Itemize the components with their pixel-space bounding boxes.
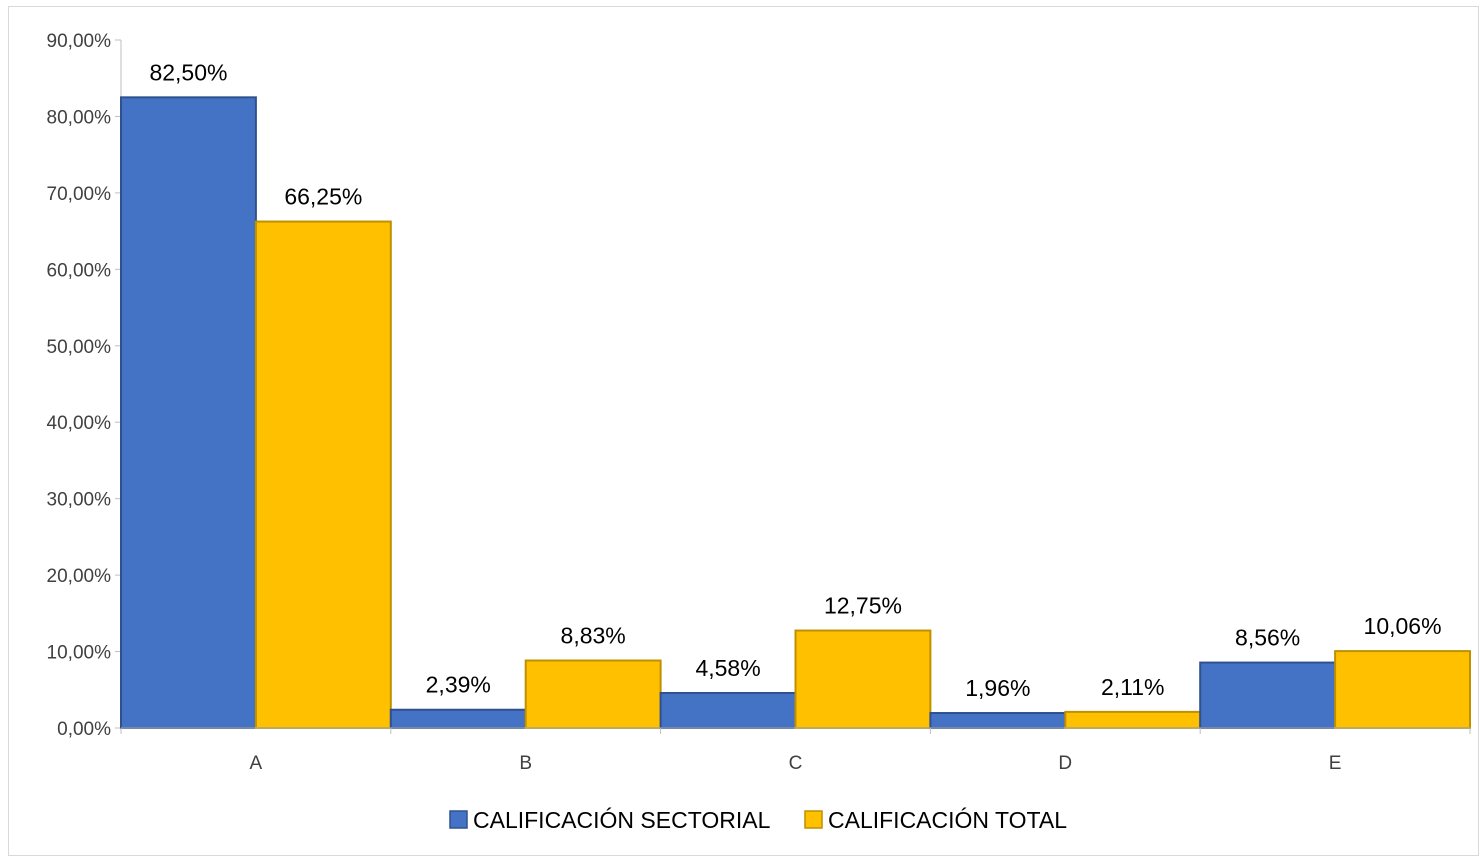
y-tick-label: 20,00%	[47, 566, 112, 587]
legend-label: CALIFICACIÓN SECTORIAL	[473, 807, 771, 833]
bar	[659, 691, 797, 730]
x-category-label: E	[1329, 753, 1342, 774]
data-label: 8,56%	[1235, 625, 1300, 651]
y-tick-label: 70,00%	[47, 184, 112, 205]
data-label: 12,75%	[824, 593, 902, 619]
bar	[1064, 710, 1202, 730]
data-label: 2,11%	[1101, 674, 1165, 700]
data-label: 66,25%	[284, 184, 362, 210]
y-tick-label: 10,00%	[47, 643, 112, 664]
legend-label: CALIFICACIÓN TOTAL	[828, 807, 1067, 833]
y-tick-label: 80,00%	[47, 107, 112, 128]
y-tick-label: 0,00%	[57, 719, 111, 740]
y-tick-label: 40,00%	[47, 413, 112, 434]
x-category-label: C	[789, 753, 803, 774]
legend: CALIFICACIÓN SECTORIAL CALIFICACIÓN TOTAL	[449, 807, 1067, 833]
x-category-label: B	[519, 753, 532, 774]
bar	[1199, 661, 1337, 729]
y-tick-label: 60,00%	[47, 260, 112, 281]
x-category-label: A	[250, 753, 263, 774]
legend-swatch	[804, 810, 823, 829]
bar	[254, 220, 392, 730]
x-axis: A B C D E	[120, 727, 1471, 774]
y-tick-label: 50,00%	[47, 337, 112, 358]
data-label: 82,50%	[149, 59, 227, 85]
bar	[794, 629, 932, 729]
bars: 82,50% 66,25% 2,39% 8,83% 4,58% 12,75% 1,96% 2,…	[120, 59, 1471, 730]
bar	[929, 712, 1067, 730]
y-tick-label: 30,00%	[47, 490, 112, 511]
y-axis: 0,00% 10,00% 20,00% 30,00% 40,00% 50,00% 60,00…	[47, 31, 122, 740]
data-label: 4,58%	[695, 655, 760, 681]
chart-frame: 0,00% 10,00% 20,00% 30,00% 40,00% 50,00% 60,00…	[8, 6, 1479, 856]
data-label: 8,83%	[561, 622, 626, 648]
data-label: 2,39%	[426, 672, 491, 698]
bar	[524, 659, 662, 730]
data-label: 10,06%	[1364, 613, 1442, 639]
bar	[389, 708, 527, 730]
bar	[120, 96, 257, 730]
bar-chart: 0,00% 10,00% 20,00% 30,00% 40,00% 50,00% 60,00…	[47, 31, 1471, 833]
legend-swatch	[449, 810, 468, 829]
data-label: 1,96%	[965, 675, 1030, 701]
y-tick-label: 90,00%	[47, 31, 112, 52]
bar	[1334, 650, 1471, 729]
x-category-label: D	[1058, 753, 1072, 774]
